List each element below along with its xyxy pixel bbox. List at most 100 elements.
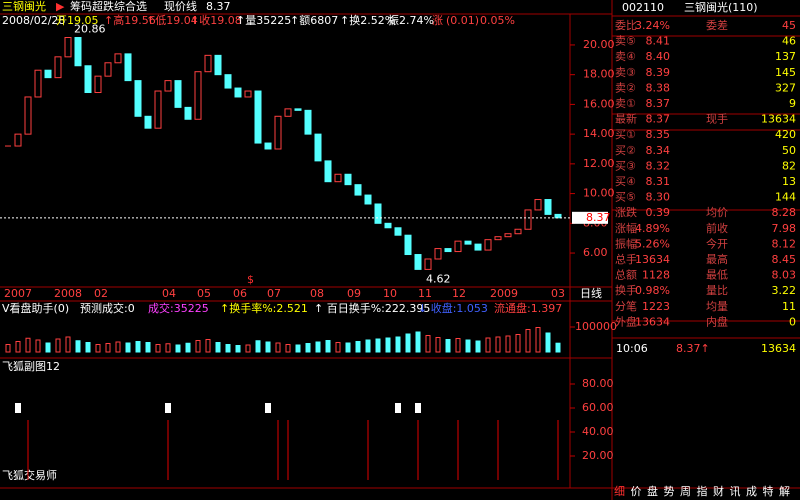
volume-bar (365, 339, 371, 353)
quote-field: 涨 (432, 14, 443, 27)
tab[interactable]: 讯 (730, 485, 741, 498)
volume-bar (485, 337, 491, 353)
candle (154, 90, 162, 129)
tab[interactable]: 势 (664, 485, 675, 498)
row-value: 8.45 (772, 253, 797, 266)
tab[interactable]: 解 (779, 484, 790, 498)
row-value: 13634 (635, 315, 670, 328)
row-value: 7.98 (772, 222, 797, 235)
row-value: 8.37 (646, 113, 671, 126)
volume-bar (85, 342, 91, 353)
row-label: 前收 (706, 221, 728, 235)
row-label: 总手 (615, 252, 637, 266)
candle (474, 243, 482, 251)
volume-bar (65, 336, 71, 353)
y-tick-label: 20.00 (583, 38, 615, 51)
x-label: 05 (197, 287, 211, 300)
x-label: 08 (310, 287, 324, 300)
row-price: 8.41 (646, 35, 671, 48)
quote-field: ↑额6807 (290, 14, 338, 27)
ind-tick-label: 80.00 (582, 377, 614, 390)
candle (244, 90, 252, 98)
volume-bar (495, 336, 501, 353)
signal-block (165, 403, 171, 413)
row-label: 内盘 (706, 314, 728, 328)
y-tick-label: 6.00 (583, 246, 608, 259)
menu[interactable]: 筹码超跌综合选 (70, 0, 147, 13)
row-value: 8.28 (772, 206, 797, 219)
row-label: 卖⑤ (615, 35, 636, 48)
candle (424, 258, 432, 270)
tab[interactable]: 周 (680, 485, 691, 498)
quote-field: 0.05% (480, 14, 515, 27)
candle (374, 203, 382, 224)
volume-bar (15, 341, 21, 353)
candle (134, 80, 142, 117)
footer: 飞狐交易师 (2, 468, 57, 482)
row-label: 委比 (615, 19, 637, 32)
tab[interactable]: 细 (614, 485, 625, 498)
stock-name: 三钢闽光 (2, 0, 46, 13)
candle (464, 240, 472, 245)
row-value: 8.12 (772, 237, 797, 250)
tab[interactable]: 盘 (647, 484, 658, 498)
low-label: 4.62 (426, 272, 451, 285)
row-label: 换手 (615, 283, 637, 297)
row-label: 最高 (706, 252, 728, 266)
volume-bar (125, 342, 131, 353)
row-volume: 46 (782, 35, 796, 48)
candle (74, 37, 82, 67)
signal-block (395, 403, 401, 413)
volume-bar (45, 342, 51, 353)
candle (434, 248, 442, 260)
volume-bar (435, 337, 441, 353)
row-volume: 145 (775, 66, 796, 79)
tab[interactable]: 财 (713, 484, 724, 498)
candle (34, 69, 42, 98)
volume-bar (55, 338, 61, 353)
current-price-label: 8.37 (586, 211, 611, 224)
volume-bar (505, 335, 511, 353)
candle (384, 222, 392, 229)
volume-bar (175, 344, 181, 353)
row-volume: 144 (775, 191, 796, 204)
period[interactable]: 日线 (580, 286, 602, 300)
x-label: 2007 (4, 287, 32, 300)
row-label: 涨跌 (615, 205, 637, 219)
candle (184, 106, 192, 120)
candle (514, 228, 522, 235)
quote-field: ↑高19.56 (104, 13, 156, 27)
quote-field: (0.01) (446, 14, 479, 27)
row-label: 卖③ (615, 66, 636, 79)
ind-tick-label: 20.00 (582, 449, 614, 462)
quote-field: 2008/02/28 (2, 14, 65, 27)
row-value: 5.26% (635, 237, 670, 250)
quote-field: 开19.05 (56, 14, 99, 27)
tab[interactable]: 特 (763, 484, 774, 498)
row-label: 最低 (706, 269, 728, 282)
arrow: ▶ (56, 0, 65, 13)
candle (414, 254, 422, 270)
tab[interactable]: 成 (746, 485, 757, 498)
volume-bar (455, 338, 461, 353)
row-price: 8.31 (646, 175, 671, 188)
row-volume: 82 (782, 159, 796, 172)
row-label: 涨幅 (615, 222, 637, 235)
row-label: 买② (615, 144, 636, 157)
x-label: 11 (418, 287, 432, 300)
row-price: 8.34 (646, 144, 671, 157)
y-tick-label: 12.00 (583, 157, 615, 170)
volume-title: V看盘助手(0) (2, 301, 69, 315)
row-label: 卖④ (615, 50, 636, 63)
row-label: 分笔 (615, 299, 637, 313)
candle (224, 74, 232, 89)
tab[interactable]: 指 (697, 484, 708, 498)
tab[interactable]: 价 (631, 485, 642, 498)
row-volume: 420 (775, 128, 796, 141)
row-volume: 13 (782, 175, 796, 188)
row-value: 3.22 (772, 284, 797, 297)
candle (24, 96, 32, 135)
volume-bar (165, 343, 171, 353)
row-label: 均价 (706, 206, 728, 219)
